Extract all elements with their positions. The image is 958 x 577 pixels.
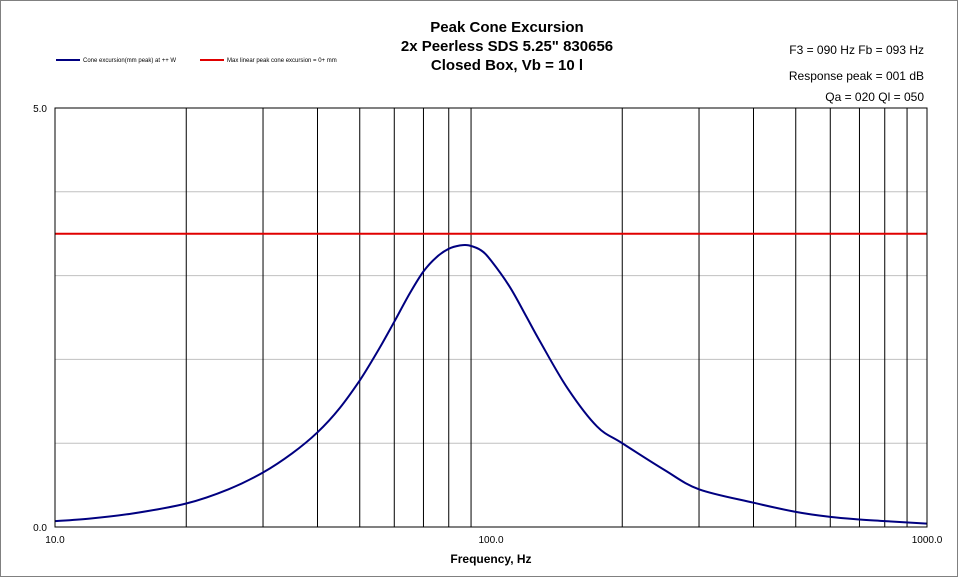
chart-title-block: Peak Cone Excursion 2x Peerless SDS 5.25… bbox=[401, 19, 613, 74]
y-tick-label: 0.0 bbox=[33, 523, 47, 534]
design-info-block: F3 = 090 Hz Fb = 093 Hz Response peak = … bbox=[789, 43, 924, 104]
y-gridlines bbox=[55, 191, 927, 444]
chart-title-line-3: Closed Box, Vb = 10 l bbox=[431, 57, 583, 74]
y-tick-label: 5.0 bbox=[33, 104, 47, 115]
x-tick-label: 1000.0 bbox=[912, 535, 943, 546]
x-tick-label: 10.0 bbox=[45, 535, 65, 546]
legend-label: Cone excursion(mm peak) at ++ W bbox=[83, 58, 176, 64]
x-gridlines bbox=[185, 108, 908, 527]
chart-title-line-1: Peak Cone Excursion bbox=[430, 19, 583, 36]
legend: Cone excursion(mm peak) at ++ W Max linea… bbox=[56, 58, 337, 64]
x-axis-label: Frequency, Hz bbox=[450, 552, 531, 566]
legend-label: Max linear peak cone excursion = 0+ mm bbox=[227, 58, 337, 64]
axis-tick-labels: 10.0 100.0 1000.0 0.0 5.0 bbox=[33, 104, 943, 546]
series-line-excursion bbox=[54, 243, 928, 525]
qa-ql-info: Qa = 020 Ql = 050 bbox=[825, 90, 924, 104]
f3-fb-info: F3 = 090 Hz Fb = 093 Hz bbox=[789, 43, 924, 57]
x-tick-label: 100.0 bbox=[478, 535, 503, 546]
plot-area-border bbox=[54, 107, 928, 528]
chart-title-line-2: 2x Peerless SDS 5.25" 830656 bbox=[401, 38, 613, 55]
response-peak-info: Response peak = 001 dB bbox=[789, 69, 924, 83]
series-lines bbox=[54, 232, 928, 525]
